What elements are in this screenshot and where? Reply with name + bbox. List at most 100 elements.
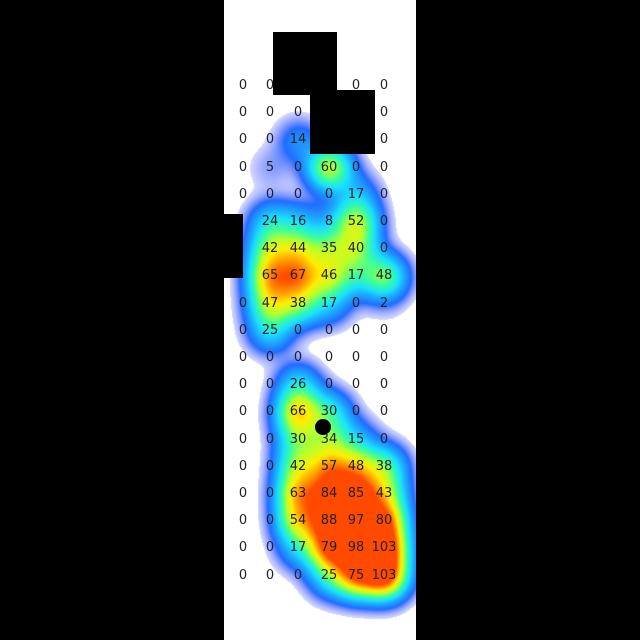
cell-value-r16-c5: 80 xyxy=(375,513,393,529)
cell-value-r11-c0: 0 xyxy=(238,377,248,393)
cell-value-r12-c1: 0 xyxy=(265,404,275,420)
cell-value-r17-c2: 17 xyxy=(289,540,307,556)
cell-value-r18-c0: 0 xyxy=(238,567,248,583)
cell-value-r1-c2: 0 xyxy=(293,105,303,121)
occlusion-block-left-edge xyxy=(224,214,243,278)
cell-value-r16-c4: 97 xyxy=(347,513,365,529)
cell-value-r7-c5: 48 xyxy=(375,268,393,284)
cell-value-r7-c3: 46 xyxy=(320,268,338,284)
cell-value-r10-c4: 0 xyxy=(351,350,361,365)
occlusion-block-top-left xyxy=(273,32,337,95)
cell-value-r4-c3: 0 xyxy=(324,186,334,202)
cell-value-r8-c3: 17 xyxy=(320,295,338,311)
cell-value-r6-c2: 44 xyxy=(289,241,307,257)
cell-value-r12-c0: 0 xyxy=(238,404,248,420)
cell-value-r9-c4: 0 xyxy=(351,322,361,338)
occlusion-block-top-right xyxy=(310,90,375,154)
cell-value-r3-c4: 0 xyxy=(351,159,361,175)
cell-value-r16-c2: 54 xyxy=(289,513,307,529)
cell-value-r0-c0: 0 xyxy=(238,78,248,93)
cell-value-r3-c2: 0 xyxy=(293,159,303,175)
cell-value-r18-c4: 75 xyxy=(347,567,365,583)
cell-value-r0-c4: 0 xyxy=(351,78,361,93)
cell-value-r8-c2: 38 xyxy=(289,295,307,311)
cell-value-r2-c5: 0 xyxy=(379,132,389,148)
cell-value-r2-c1: 0 xyxy=(265,132,275,148)
cell-value-r4-c2: 0 xyxy=(293,186,303,202)
cell-value-r7-c4: 17 xyxy=(347,268,365,284)
cell-value-r10-c2: 0 xyxy=(293,350,303,365)
cell-value-r6-c1: 42 xyxy=(261,241,279,257)
cell-value-r14-c1: 0 xyxy=(265,458,275,474)
cell-value-r5-c3: 8 xyxy=(324,214,334,229)
cell-value-r11-c4: 0 xyxy=(351,377,361,393)
cell-value-r8-c4: 0 xyxy=(351,295,361,311)
cell-value-r1-c1: 0 xyxy=(265,105,275,121)
cell-value-r8-c1: 47 xyxy=(261,295,279,311)
cell-value-r17-c0: 0 xyxy=(238,540,248,556)
cell-value-r15-c0: 0 xyxy=(238,486,248,501)
cell-value-r3-c5: 0 xyxy=(379,159,389,175)
cell-value-r9-c1: 25 xyxy=(261,322,279,338)
cell-value-r12-c5: 0 xyxy=(379,404,389,420)
cell-value-r7-c2: 67 xyxy=(289,268,307,284)
cell-value-r9-c3: 0 xyxy=(324,322,334,338)
cell-value-r4-c4: 17 xyxy=(347,186,365,202)
cell-value-r11-c1: 0 xyxy=(265,377,275,393)
cell-value-r15-c4: 85 xyxy=(347,486,365,501)
cell-value-r18-c2: 0 xyxy=(293,567,303,583)
cell-value-r8-c0: 0 xyxy=(238,295,248,311)
cell-value-r5-c4: 52 xyxy=(347,214,365,229)
cell-value-r18-c5: 103 xyxy=(371,567,397,583)
cell-value-r16-c0: 0 xyxy=(238,513,248,529)
cell-value-r3-c3: 60 xyxy=(320,159,338,175)
cell-value-r16-c3: 88 xyxy=(320,513,338,529)
cell-value-r13-c0: 0 xyxy=(238,431,248,447)
cell-value-r13-c5: 0 xyxy=(379,431,389,447)
cell-value-r13-c1: 0 xyxy=(265,431,275,447)
cell-value-r13-c3: 34 xyxy=(320,431,338,447)
cell-value-r4-c0: 0 xyxy=(238,186,248,202)
cell-value-r17-c1: 0 xyxy=(265,540,275,556)
cell-value-r15-c3: 84 xyxy=(320,486,338,501)
cell-value-r14-c5: 38 xyxy=(375,458,393,474)
cell-value-r12-c4: 0 xyxy=(351,404,361,420)
cell-value-r15-c1: 0 xyxy=(265,486,275,501)
cell-value-r0-c1: 0 xyxy=(265,78,275,93)
cell-value-r9-c5: 0 xyxy=(379,322,389,338)
cell-value-r9-c2: 0 xyxy=(293,322,303,338)
cell-value-r18-c3: 25 xyxy=(320,567,338,583)
cell-value-r14-c0: 0 xyxy=(238,458,248,474)
cell-value-r17-c4: 98 xyxy=(347,540,365,556)
cell-value-r16-c1: 0 xyxy=(265,513,275,529)
cell-value-r0-c5: 0 xyxy=(379,78,389,93)
cell-value-r12-c2: 66 xyxy=(289,404,307,420)
cell-value-r5-c1: 24 xyxy=(261,214,279,229)
cell-value-r18-c1: 0 xyxy=(265,567,275,583)
cell-value-r11-c3: 0 xyxy=(324,377,334,393)
cell-value-r4-c5: 0 xyxy=(379,186,389,202)
cell-value-r3-c1: 5 xyxy=(265,159,275,175)
cell-value-r15-c5: 43 xyxy=(375,486,393,501)
cell-value-r8-c5: 2 xyxy=(379,295,389,311)
cell-value-r17-c5: 103 xyxy=(371,540,397,556)
cell-value-r1-c5: 0 xyxy=(379,105,389,121)
cell-value-r6-c3: 35 xyxy=(320,241,338,257)
cell-value-r2-c2: 14 xyxy=(289,132,307,148)
cell-value-r13-c2: 30 xyxy=(289,431,307,447)
cell-value-r7-c1: 65 xyxy=(261,268,279,284)
cell-value-r15-c2: 63 xyxy=(289,486,307,501)
cell-value-r6-c4: 40 xyxy=(347,241,365,257)
cell-value-r12-c3: 30 xyxy=(320,404,338,420)
cell-value-r4-c1: 0 xyxy=(265,186,275,202)
cell-value-r17-c3: 79 xyxy=(320,540,338,556)
cell-value-r10-c5: 0 xyxy=(379,350,389,365)
cell-value-r11-c5: 0 xyxy=(379,377,389,393)
position-marker xyxy=(314,418,331,435)
cell-value-r3-c0: 0 xyxy=(238,159,248,175)
cell-value-r6-c5: 0 xyxy=(379,241,389,257)
cell-value-r10-c0: 0 xyxy=(238,350,248,365)
cell-value-r14-c3: 57 xyxy=(320,458,338,474)
cell-value-r5-c5: 0 xyxy=(379,214,389,229)
cell-value-r2-c0: 0 xyxy=(238,132,248,148)
